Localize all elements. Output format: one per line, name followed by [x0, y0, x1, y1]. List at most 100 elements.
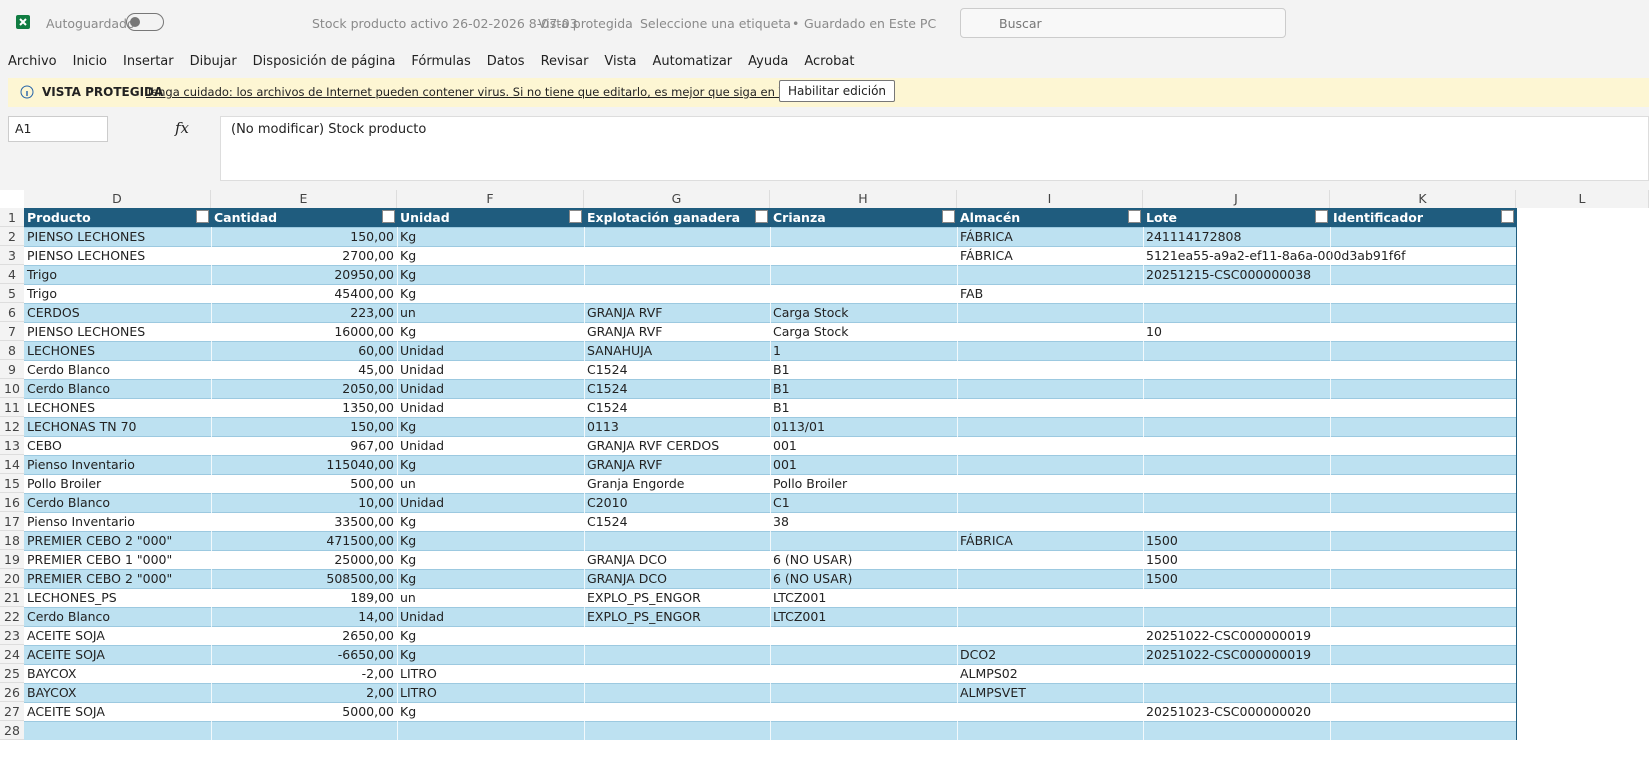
row-header[interactable]: 8: [0, 341, 24, 360]
excel-icon: [14, 13, 32, 31]
autosave-toggle[interactable]: [126, 13, 164, 31]
cell: EXPLO_PS_ENGOR: [584, 588, 770, 607]
menu-tab[interactable]: Acrobat: [804, 54, 854, 69]
table-header-cell: Identificador: [1330, 208, 1516, 227]
cell: C1524: [584, 379, 770, 398]
filter-button[interactable]: [1128, 210, 1141, 223]
menu-tab[interactable]: Automatizar: [652, 54, 732, 69]
menu-tab[interactable]: Dibujar: [190, 54, 237, 69]
filter-button[interactable]: [1315, 210, 1328, 223]
row-header[interactable]: 17: [0, 512, 24, 531]
cell: 2050,00: [211, 379, 397, 398]
row-header[interactable]: 18: [0, 531, 24, 550]
filter-button[interactable]: [755, 210, 768, 223]
cell: 33500,00: [211, 512, 397, 531]
menu-tab[interactable]: Fórmulas: [411, 54, 470, 69]
column-header[interactable]: K: [1330, 190, 1516, 208]
row-header[interactable]: 27: [0, 702, 24, 721]
row-header[interactable]: 23: [0, 626, 24, 645]
save-status[interactable]: Guardado en Este PC: [804, 16, 936, 31]
cell: 223,00: [211, 303, 397, 322]
column-header[interactable]: L: [1516, 190, 1649, 208]
row-header[interactable]: 10: [0, 379, 24, 398]
row-header[interactable]: 7: [0, 322, 24, 341]
row-header[interactable]: 25: [0, 664, 24, 683]
row-header[interactable]: 1: [0, 208, 24, 227]
filter-button[interactable]: [569, 210, 582, 223]
row-header[interactable]: 24: [0, 645, 24, 664]
row-header[interactable]: 15: [0, 474, 24, 493]
cell: 115040,00: [211, 455, 397, 474]
row-header[interactable]: 16: [0, 493, 24, 512]
row-header[interactable]: 19: [0, 550, 24, 569]
row-header[interactable]: 11: [0, 398, 24, 417]
cell: ACEITE SOJA: [24, 702, 211, 721]
sensitivity-label[interactable]: Seleccione una etiqueta: [640, 16, 791, 31]
cell: 001: [770, 455, 957, 474]
protected-view-bar: VISTA PROTEGIDA Tenga cuidado: los archi…: [8, 78, 1649, 107]
filter-button[interactable]: [382, 210, 395, 223]
row-header[interactable]: 26: [0, 683, 24, 702]
filter-button[interactable]: [942, 210, 955, 223]
enable-editing-button[interactable]: Habilitar edición: [779, 80, 895, 102]
column-header[interactable]: H: [770, 190, 957, 208]
search-box[interactable]: Buscar: [960, 8, 1286, 38]
row-header[interactable]: 5: [0, 284, 24, 303]
cell: 45400,00: [211, 284, 397, 303]
menu-tab[interactable]: Ayuda: [748, 54, 788, 69]
filter-button[interactable]: [1501, 210, 1514, 223]
menu-tab[interactable]: Datos: [487, 54, 525, 69]
function-icon[interactable]: fx: [175, 119, 189, 137]
row-header[interactable]: 21: [0, 588, 24, 607]
table-header-cell: Crianza: [770, 208, 957, 227]
separator: •: [792, 16, 799, 31]
cell: 45,00: [211, 360, 397, 379]
formula-box[interactable]: (No modificar) Stock producto: [220, 116, 1649, 181]
column-divider: [584, 227, 585, 740]
cell: 60,00: [211, 341, 397, 360]
row-header[interactable]: 2: [0, 227, 24, 246]
row-header[interactable]: 6: [0, 303, 24, 322]
cell: GRANJA DCO: [584, 550, 770, 569]
row-header[interactable]: 4: [0, 265, 24, 284]
row-header[interactable]: 20: [0, 569, 24, 588]
cell: 2650,00: [211, 626, 397, 645]
column-header[interactable]: G: [584, 190, 770, 208]
row-header[interactable]: 22: [0, 607, 24, 626]
cell: Kg: [397, 645, 584, 664]
menu-tab[interactable]: Inicio: [73, 54, 107, 69]
name-box[interactable]: A1: [8, 116, 108, 142]
cell: 0113/01: [770, 417, 957, 436]
menu-tab[interactable]: Vista: [604, 54, 636, 69]
column-header[interactable]: F: [397, 190, 584, 208]
row-header[interactable]: 9: [0, 360, 24, 379]
protected-message[interactable]: Tenga cuidado: los archivos de Internet …: [146, 85, 869, 99]
header-text: Lote: [1146, 210, 1177, 225]
cell: 1: [770, 341, 957, 360]
filter-button[interactable]: [196, 210, 209, 223]
row-header[interactable]: 13: [0, 436, 24, 455]
row-header[interactable]: 14: [0, 455, 24, 474]
cell: Kg: [397, 227, 584, 246]
cell: BAYCOX: [24, 664, 211, 683]
cell: 25000,00: [211, 550, 397, 569]
column-header[interactable]: D: [24, 190, 211, 208]
row-header[interactable]: 28: [0, 721, 24, 740]
menu-tab[interactable]: Disposición de página: [253, 54, 396, 69]
cell: Kg: [397, 569, 584, 588]
cell: C1524: [584, 512, 770, 531]
row-header[interactable]: 12: [0, 417, 24, 436]
column-header[interactable]: E: [211, 190, 397, 208]
cell: PREMIER CEBO 2 "000": [24, 531, 211, 550]
menu-tab[interactable]: Archivo: [8, 54, 57, 69]
menu-tab[interactable]: Insertar: [123, 54, 174, 69]
row-header[interactable]: 3: [0, 246, 24, 265]
cell: 967,00: [211, 436, 397, 455]
column-header[interactable]: I: [957, 190, 1143, 208]
column-header[interactable]: J: [1143, 190, 1330, 208]
cell: 20251022-CSC000000019: [1143, 645, 1330, 664]
cell: LECHONES: [24, 341, 211, 360]
menu-tab[interactable]: Revisar: [541, 54, 589, 69]
cell: C1524: [584, 398, 770, 417]
cell: Kg: [397, 512, 584, 531]
